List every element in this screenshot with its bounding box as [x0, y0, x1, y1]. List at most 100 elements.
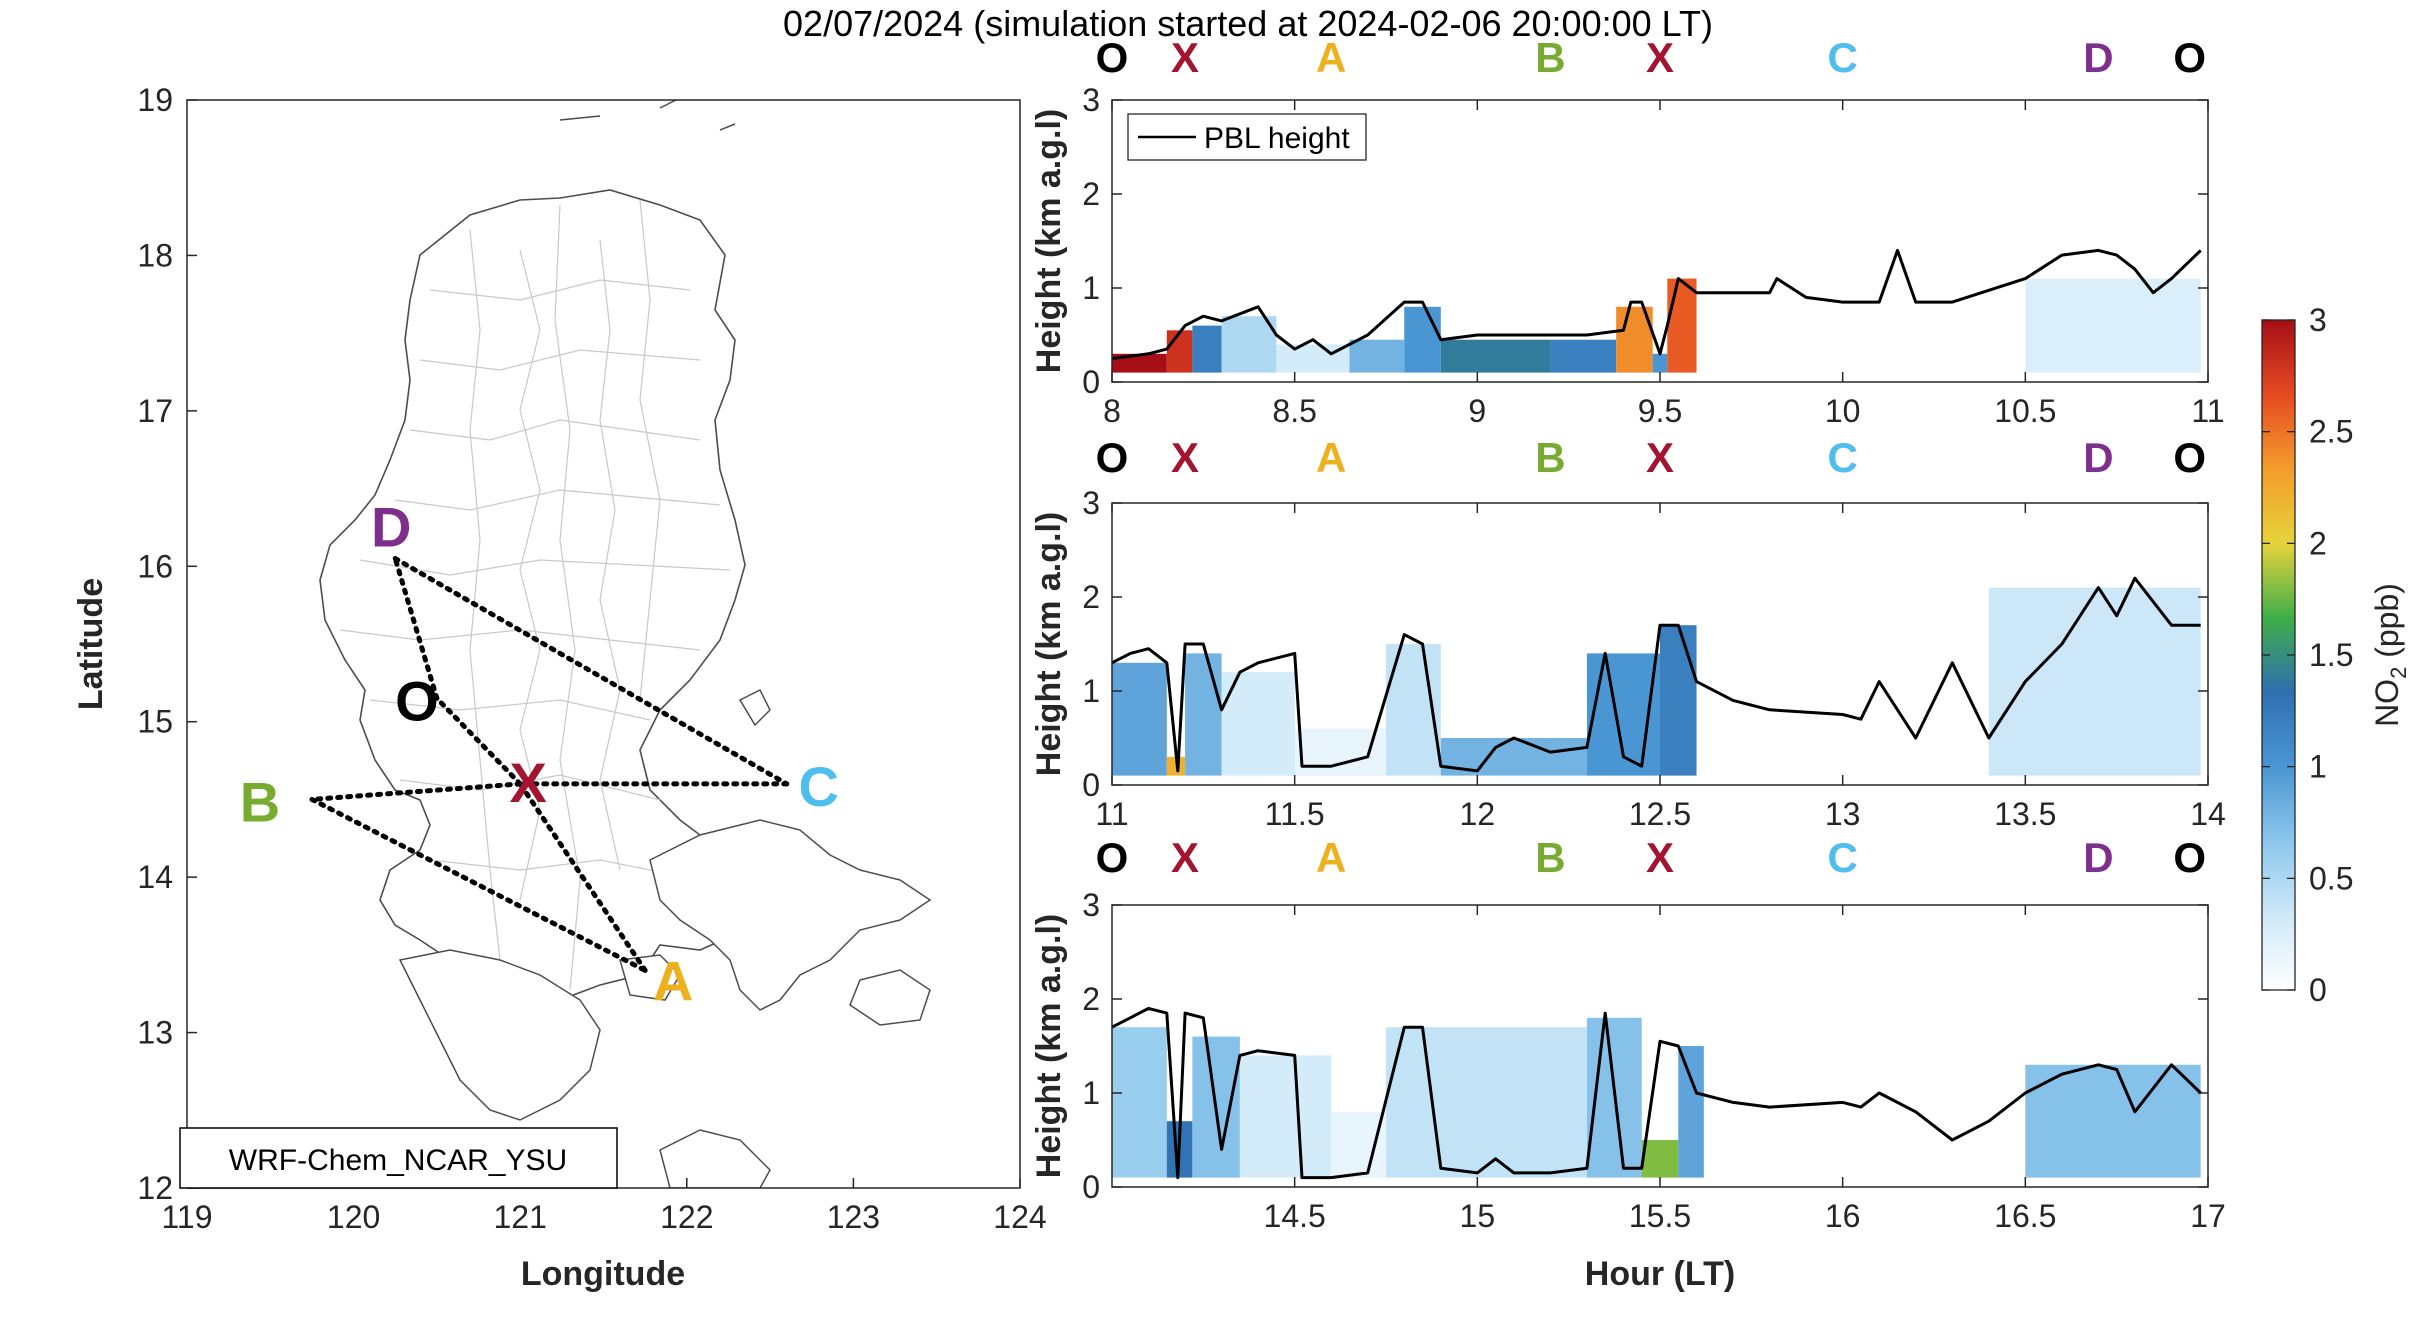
xtick-label: 10 [1825, 393, 1861, 429]
xtick-label: 13 [1825, 796, 1861, 832]
segment-marker-o: O [1096, 34, 1129, 81]
segment-marker-o: O [1096, 434, 1129, 481]
pbl-height-line [1112, 248, 2202, 360]
segment-marker-x: X [1171, 34, 1199, 81]
route-segment [309, 796, 648, 973]
no2-cell [1112, 353, 1167, 373]
map-xtick-label: 119 [161, 1199, 212, 1235]
route-segment [309, 781, 523, 802]
pbl-height-line [1112, 576, 2201, 773]
map-ytick-label: 19 [137, 82, 173, 118]
site-label-o: O [395, 669, 439, 732]
no2-cell [1166, 330, 1193, 373]
no2-cell [1678, 1046, 1704, 1178]
segment-marker-d: D [2083, 434, 2113, 481]
xtick-label: 16.5 [1994, 1198, 2056, 1234]
curtain-panel-3: 14.5 15 15.5 16 16.5 17 0 1 2 3 Height (km a.g.l) O… [1030, 834, 2226, 1234]
xtick-label: 9 [1468, 393, 1486, 429]
map-ytick-label: 18 [137, 237, 173, 273]
map-ytick-label: 16 [137, 548, 173, 584]
mindoro-island [398, 949, 601, 1121]
no2-field [1112, 278, 2201, 373]
map-xtick-label: 122 [660, 1199, 713, 1235]
site-label-x: X [510, 751, 547, 814]
no2-cell [1112, 1027, 1167, 1178]
xtick-label: 11 [2191, 393, 2224, 429]
colorbar-tick-label: 2 [2309, 525, 2327, 561]
province-borders [339, 199, 731, 991]
site-label-d: D [371, 496, 411, 559]
no2-cell [2025, 278, 2201, 373]
no2-cell [1192, 325, 1222, 373]
figure-title: 02/07/2024 (simulation started at 2024-0… [783, 3, 1713, 44]
ylabel-height: Height (km a.g.l) [1030, 109, 1068, 373]
xtick-label: 13.5 [1994, 796, 2056, 832]
segment-marker-b: B [1535, 34, 1565, 81]
no2-cell [1185, 653, 1222, 776]
segment-marker-x: X [1646, 834, 1674, 881]
segment-marker-c: C [1827, 434, 1857, 481]
colorbar-tick-label: 1 [2309, 749, 2327, 785]
no2-cell [1404, 306, 1441, 373]
ylabel-height: Height (km a.g.l) [1030, 914, 1068, 1178]
xtick-label: 11 [1095, 796, 1128, 832]
no2-cell [1239, 1055, 1332, 1178]
segment-marker-x: X [1171, 434, 1199, 481]
route-segment [517, 781, 648, 973]
segment-marker-c: C [1827, 834, 1857, 881]
ytick-label: 3 [1082, 485, 1100, 521]
no2-cell [1112, 662, 1167, 776]
xtick-label: 12 [1460, 796, 1496, 832]
no2-cell [1349, 339, 1405, 373]
xtick-label: 15.5 [1629, 1198, 1691, 1234]
segment-marker-d: D [2083, 834, 2113, 881]
map-ylabel: Latitude [72, 578, 110, 710]
no2-cell [1667, 278, 1697, 373]
colorbar-ticks: 0 0.5 1 1.5 2 2.5 3 [2262, 302, 2353, 1008]
no2-cell [2025, 1064, 2201, 1178]
xtick-label: 14.5 [1264, 1198, 1326, 1234]
map-ytick-label: 15 [137, 704, 173, 740]
segment-marker-a: A [1316, 434, 1346, 481]
segment-marker-o: O [2173, 34, 2206, 81]
xtick-label: 14 [2190, 796, 2226, 832]
colorbar-label: NO2 (ppb) [2369, 583, 2411, 727]
no2-cell [1221, 316, 1277, 373]
xtick-label: 15 [1460, 1198, 1496, 1234]
map-landmass [319, 100, 932, 1188]
polillo-island [738, 688, 771, 727]
map-ytick-label: 14 [137, 859, 173, 895]
map-xtick-label: 120 [327, 1199, 380, 1235]
route-segment [392, 556, 440, 701]
no2-cell [1386, 1027, 1587, 1178]
panay-coast [659, 1129, 771, 1188]
model-label: WRF-Chem_NCAR_YSU [229, 1144, 567, 1177]
colorbar-tick-label: 0 [2309, 972, 2327, 1008]
segment-marker-x: X [1171, 834, 1199, 881]
map-xtick-label: 123 [827, 1199, 880, 1235]
map-ytick-label: 12 [137, 1170, 173, 1206]
xtick-label: 16 [1825, 1198, 1861, 1234]
ylabel-height: Height (km a.g.l) [1030, 512, 1068, 776]
map-xlabel: Longitude [521, 1255, 685, 1293]
segment-marker-b: B [1535, 834, 1565, 881]
ytick-label: 2 [1082, 176, 1100, 212]
xtick-label: 8.5 [1272, 393, 1316, 429]
route-segment [392, 556, 790, 787]
map-ytick-label: 13 [137, 1015, 173, 1051]
xtick-label: 10.5 [1994, 393, 2056, 429]
xtick-label: 8 [1103, 393, 1121, 429]
site-label-c: C [799, 755, 839, 818]
segment-marker-d: D [2083, 34, 2113, 81]
route-lines [309, 556, 790, 973]
route-segment [434, 695, 523, 787]
pbl-height-line [1112, 1006, 2202, 1180]
no2-cell [1641, 1140, 1679, 1178]
map-xtick-label: 124 [993, 1199, 1046, 1235]
ytick-label: 0 [1082, 364, 1100, 400]
no2-cell [1660, 625, 1697, 776]
bicol-peninsula [649, 819, 932, 1011]
batanes-islets [559, 100, 736, 131]
